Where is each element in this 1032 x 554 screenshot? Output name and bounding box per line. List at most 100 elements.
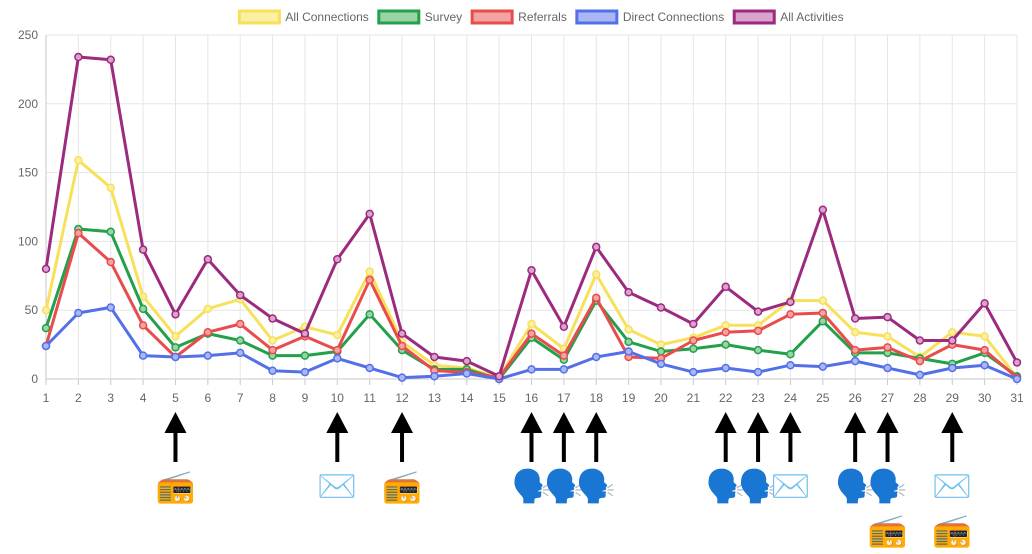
data-point[interactable] bbox=[624, 325, 633, 334]
data-point[interactable] bbox=[365, 310, 374, 319]
data-point[interactable] bbox=[365, 267, 374, 276]
data-point[interactable] bbox=[268, 345, 277, 355]
data-point[interactable] bbox=[591, 270, 601, 279]
data-point[interactable] bbox=[333, 345, 342, 355]
data-point[interactable] bbox=[818, 362, 828, 371]
data-point[interactable] bbox=[624, 337, 633, 347]
legend-item[interactable]: Referrals bbox=[470, 9, 567, 25]
data-point[interactable] bbox=[1012, 358, 1022, 367]
data-point[interactable] bbox=[818, 296, 828, 305]
data-point[interactable] bbox=[721, 327, 730, 337]
data-point[interactable] bbox=[689, 344, 698, 353]
data-point[interactable] bbox=[591, 352, 601, 362]
data-point[interactable] bbox=[138, 292, 148, 301]
data-point[interactable] bbox=[268, 314, 277, 323]
data-point[interactable] bbox=[753, 326, 763, 336]
data-point[interactable] bbox=[203, 327, 213, 337]
data-point[interactable] bbox=[138, 321, 148, 330]
data-point[interactable] bbox=[624, 288, 633, 297]
data-point[interactable] bbox=[235, 336, 245, 345]
data-point[interactable] bbox=[365, 363, 374, 373]
data-point[interactable] bbox=[689, 367, 698, 377]
data-point[interactable] bbox=[41, 341, 51, 351]
data-point[interactable] bbox=[106, 303, 115, 312]
data-point[interactable] bbox=[74, 155, 83, 165]
data-point[interactable] bbox=[138, 245, 148, 254]
data-point[interactable] bbox=[300, 367, 310, 377]
data-point[interactable] bbox=[1012, 374, 1022, 384]
data-point[interactable] bbox=[171, 310, 180, 319]
legend-item[interactable]: All Activities bbox=[732, 9, 844, 25]
legend[interactable]: All Connections Survey Referrals Direct Con… bbox=[237, 9, 844, 25]
data-point[interactable] bbox=[689, 336, 698, 345]
data-point[interactable] bbox=[753, 307, 763, 316]
data-point[interactable] bbox=[430, 352, 439, 362]
data-point[interactable] bbox=[171, 343, 180, 352]
data-point[interactable] bbox=[786, 349, 795, 359]
data-point[interactable] bbox=[721, 321, 730, 330]
data-point[interactable] bbox=[462, 356, 472, 366]
data-point[interactable] bbox=[74, 308, 83, 318]
legend-item[interactable]: Direct Connections bbox=[575, 9, 724, 25]
data-point[interactable] bbox=[106, 227, 115, 237]
data-point[interactable] bbox=[494, 371, 504, 381]
data-point[interactable] bbox=[850, 345, 860, 355]
data-point[interactable] bbox=[106, 257, 115, 267]
data-point[interactable] bbox=[333, 255, 342, 264]
data-point[interactable] bbox=[235, 348, 245, 358]
data-point[interactable] bbox=[235, 290, 245, 300]
data-point[interactable] bbox=[333, 330, 342, 340]
data-point[interactable] bbox=[753, 367, 763, 377]
data-point[interactable] bbox=[527, 266, 536, 275]
data-point[interactable] bbox=[656, 347, 666, 356]
data-point[interactable] bbox=[365, 275, 374, 285]
data-point[interactable] bbox=[721, 340, 730, 349]
data-point[interactable] bbox=[850, 327, 860, 337]
data-point[interactable] bbox=[41, 305, 51, 315]
data-point[interactable] bbox=[818, 205, 828, 215]
data-point[interactable] bbox=[171, 352, 180, 362]
data-point[interactable] bbox=[74, 228, 83, 238]
data-point[interactable] bbox=[624, 347, 633, 356]
data-point[interactable] bbox=[883, 312, 892, 322]
data-point[interactable] bbox=[980, 299, 989, 308]
legend-item[interactable]: Survey bbox=[377, 9, 462, 25]
data-point[interactable] bbox=[138, 304, 148, 314]
data-point[interactable] bbox=[300, 351, 310, 360]
data-point[interactable] bbox=[268, 366, 277, 375]
data-point[interactable] bbox=[721, 363, 730, 373]
data-point[interactable] bbox=[948, 336, 957, 345]
data-point[interactable] bbox=[591, 293, 601, 303]
data-point[interactable] bbox=[818, 308, 828, 318]
data-point[interactable] bbox=[397, 373, 407, 382]
data-point[interactable] bbox=[397, 341, 407, 351]
data-point[interactable] bbox=[106, 183, 115, 192]
data-point[interactable] bbox=[397, 329, 407, 338]
data-point[interactable] bbox=[203, 304, 213, 314]
data-point[interactable] bbox=[203, 351, 213, 360]
data-point[interactable] bbox=[268, 336, 277, 345]
legend-item[interactable]: All Connections bbox=[237, 9, 369, 25]
data-point[interactable] bbox=[591, 242, 601, 252]
data-point[interactable] bbox=[915, 370, 925, 380]
data-point[interactable] bbox=[850, 356, 860, 366]
data-point[interactable] bbox=[559, 365, 569, 374]
data-point[interactable] bbox=[41, 264, 51, 274]
data-point[interactable] bbox=[980, 345, 989, 355]
data-point[interactable] bbox=[818, 316, 828, 326]
data-point[interactable] bbox=[527, 329, 536, 338]
data-point[interactable] bbox=[171, 332, 180, 341]
data-point[interactable] bbox=[980, 332, 989, 341]
data-point[interactable] bbox=[980, 360, 989, 370]
data-point[interactable] bbox=[462, 369, 472, 378]
data-point[interactable] bbox=[786, 360, 795, 370]
data-point[interactable] bbox=[106, 55, 115, 65]
data-point[interactable] bbox=[883, 332, 892, 341]
data-point[interactable] bbox=[721, 282, 730, 292]
data-point[interactable] bbox=[300, 329, 310, 338]
data-point[interactable] bbox=[656, 340, 666, 349]
data-point[interactable] bbox=[138, 351, 148, 360]
data-point[interactable] bbox=[559, 322, 569, 331]
data-point[interactable] bbox=[333, 354, 342, 363]
data-point[interactable] bbox=[527, 319, 536, 329]
